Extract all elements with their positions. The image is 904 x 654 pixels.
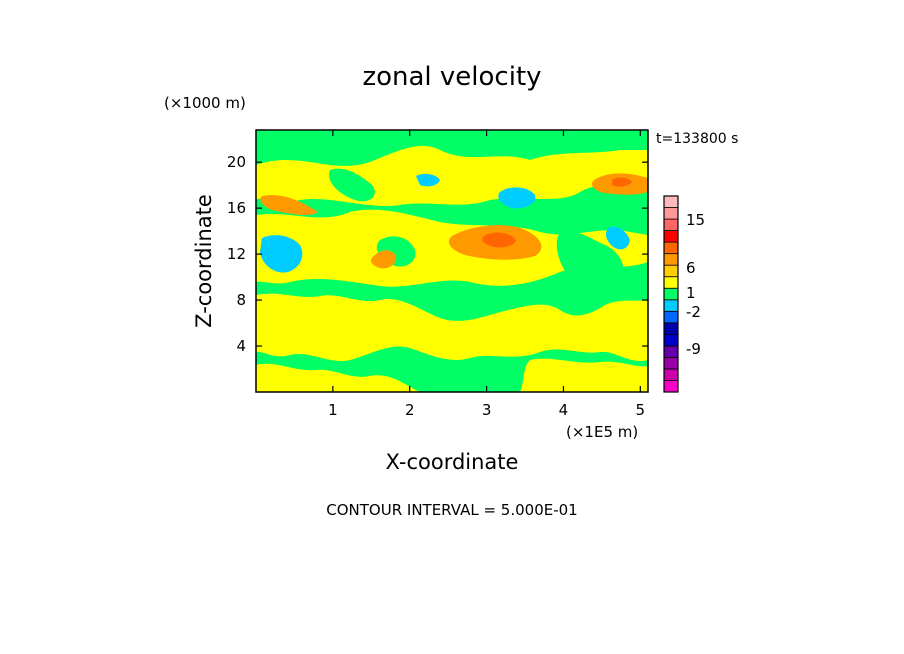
y-axis-label: Z-coordinate xyxy=(192,194,216,328)
y-axis-ticks: 4 8 12 16 20 xyxy=(227,153,648,355)
background-patch xyxy=(329,168,375,202)
background-patch xyxy=(556,231,624,294)
x-tick-label: 1 xyxy=(328,401,338,419)
colorbar-band xyxy=(663,357,679,370)
colorbar-band xyxy=(663,368,679,381)
time-label: t=133800 s xyxy=(656,131,738,147)
negative-region xyxy=(605,226,630,250)
strong-positive-region xyxy=(260,194,318,216)
colorbar-band xyxy=(663,333,679,347)
colorbar-band xyxy=(663,299,679,312)
x-tick-label: 4 xyxy=(559,401,569,419)
colorbar-label: 1 xyxy=(686,284,696,302)
positive-region xyxy=(520,358,648,392)
y-tick-label: 16 xyxy=(227,199,246,217)
colorbar-label: -9 xyxy=(686,340,701,358)
colorbar: 15 6 1-2 -9 xyxy=(663,195,705,393)
colorbar-band xyxy=(663,380,679,393)
positive-region xyxy=(256,293,648,362)
negative-region xyxy=(260,235,303,273)
positive-region xyxy=(256,363,420,392)
x-tick-label: 3 xyxy=(482,401,492,419)
colorbar-band xyxy=(663,230,679,243)
x-axis-label: X-coordinate xyxy=(386,450,519,474)
y-tick-label: 12 xyxy=(227,245,246,263)
colorbar-band xyxy=(663,218,679,231)
colorbar-band xyxy=(663,345,679,358)
colorbar-frame xyxy=(663,195,679,393)
colorbar-band xyxy=(663,207,679,220)
y-tick-label: 8 xyxy=(236,291,246,309)
core-positive-region xyxy=(612,177,632,187)
y-unit-label: (×1000 m) xyxy=(164,94,246,112)
colorbar-band xyxy=(663,264,679,278)
colorbar-band xyxy=(663,241,679,255)
strong-positive-region xyxy=(370,250,397,269)
colorbar-band xyxy=(663,195,679,208)
colorbar-label: 6 xyxy=(686,259,696,277)
colorbar-band xyxy=(663,253,679,266)
positive-region xyxy=(256,209,648,287)
contour-interval-label: CONTOUR INTERVAL = 5.000E-01 xyxy=(326,501,577,519)
negative-region xyxy=(416,173,440,187)
negative-region xyxy=(498,187,536,209)
x-unit-label: (×1E5 m) xyxy=(566,423,638,441)
x-axis-ticks: 1 2 3 4 5 xyxy=(328,130,645,419)
plot-frame xyxy=(255,129,649,393)
y-tick-label: 20 xyxy=(227,153,246,171)
colorbar-band xyxy=(663,322,679,335)
y-tick-label: 4 xyxy=(236,337,246,355)
chart-title: zonal velocity xyxy=(362,62,541,92)
x-tick-label: 2 xyxy=(405,401,415,419)
core-positive-region xyxy=(482,232,516,248)
x-tick-label: 5 xyxy=(636,401,646,419)
colorbar-label: 15 xyxy=(686,211,705,229)
colorbar-band xyxy=(663,276,679,289)
colorbar-band xyxy=(663,310,679,324)
colorbar-band xyxy=(663,287,679,301)
colorbar-label: -2 xyxy=(686,303,701,321)
contour-field xyxy=(256,130,648,392)
